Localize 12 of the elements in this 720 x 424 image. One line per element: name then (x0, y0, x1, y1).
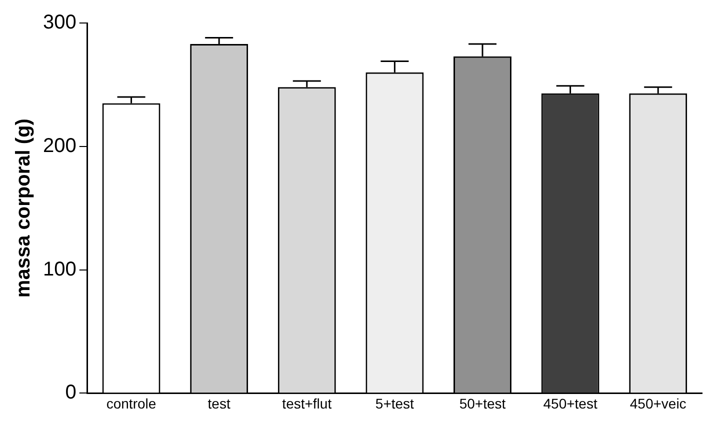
y-tick-label: 200 (42, 134, 76, 157)
y-tick-label: 100 (42, 258, 76, 280)
x-tick-label: test (208, 395, 230, 412)
x-tick-label: 450+veic (630, 395, 686, 412)
x-tick-label: 5+test (375, 395, 414, 412)
y-tick-label: 0 (65, 382, 76, 404)
x-tick-label: 50+test (459, 395, 506, 412)
x-tick-label: test+flut (282, 395, 332, 412)
x-tick-label: controle (106, 395, 156, 412)
x-tick-label: 450+test (543, 395, 598, 412)
y-axis-title: massa corporal (g) (12, 118, 35, 298)
y-tick-label: 300 (42, 12, 76, 34)
